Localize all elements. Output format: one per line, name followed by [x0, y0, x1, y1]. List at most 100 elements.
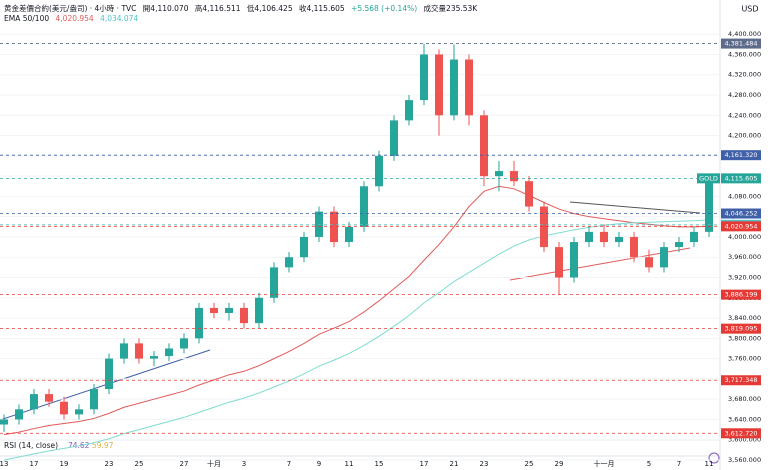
ohlc: 高4,116.511 [194, 4, 241, 13]
x-tick-label: 29 [555, 460, 564, 468]
candle-body [480, 115, 488, 177]
level-tag [721, 289, 761, 300]
x-tick-label: 11 [705, 460, 714, 468]
candle-body [690, 231, 698, 243]
x-tick-label: 十一月 [594, 459, 615, 468]
candle-body [465, 59, 473, 116]
candle-body [90, 389, 98, 410]
y-tick-label: 4,280.000 [728, 91, 761, 99]
level-tag [721, 323, 761, 334]
candle-body [375, 155, 383, 187]
candle-body [210, 307, 218, 313]
candle-body [30, 394, 38, 410]
candle-body [315, 211, 323, 237]
candle-body [300, 236, 308, 258]
candle-body [570, 242, 578, 278]
candle-body [495, 171, 503, 177]
symbol: 黄金差價合約(美元/盎司) · 4小時 · TVC [4, 4, 137, 13]
x-tick-label: 17 [420, 460, 429, 468]
symbol-tag-label: GOLD [699, 174, 718, 182]
candle-body [60, 401, 68, 415]
level-label: 4,046.252 [724, 210, 757, 218]
y-tick-label: 3,760.000 [728, 355, 761, 363]
ohlc: 開4,110.070 [142, 4, 189, 13]
candle-body [525, 181, 533, 207]
x-tick-label: 5 [647, 460, 651, 468]
level-tag [721, 428, 761, 439]
level-label: 3,717.348 [724, 376, 757, 384]
symbol-tag [697, 173, 720, 184]
alert-icon[interactable] [708, 452, 720, 464]
y-tick-label: 4,200.000 [728, 132, 761, 140]
level-tag [721, 208, 761, 219]
y-tick-label: 4,240.000 [728, 111, 761, 119]
x-tick-label: 十月 [207, 459, 221, 468]
y-tick-label: 3,600.000 [728, 436, 761, 444]
candle-body [285, 257, 293, 268]
ema-line [3, 185, 710, 436]
candle-body [270, 267, 278, 298]
level-label: 4,381.484 [724, 40, 757, 48]
candle-body [615, 236, 623, 243]
y-tick-label: 3,920.000 [728, 274, 761, 282]
level-label: 4,161.320 [724, 151, 757, 159]
y-tick-label: 4,000.000 [728, 233, 761, 241]
y-tick-label: 4,320.000 [728, 71, 761, 79]
legend-header: 黄金差價合約(美元/盎司) · 4小時 · TVC 開4,110.070 高4,… [4, 3, 481, 14]
x-tick-label: 13 [0, 460, 8, 468]
candle-body [660, 247, 668, 268]
y-tick-label: 3,560.000 [728, 456, 761, 464]
y-tick-label: 4,080.000 [728, 192, 761, 200]
candle-body [0, 419, 8, 425]
rsi-label: RSI (14, close) [4, 441, 58, 450]
candle-body [705, 178, 713, 232]
y-tick-label: 3,960.000 [728, 253, 761, 261]
candle-body [675, 242, 683, 248]
level-label: 3,612.720 [724, 429, 757, 437]
candle-body [345, 226, 353, 243]
candle-body [240, 307, 248, 324]
candle-body [540, 206, 548, 248]
candle-body [105, 358, 113, 390]
x-tick-label: 19 [60, 460, 69, 468]
x-tick-label: 23 [480, 460, 489, 468]
x-tick-label: 25 [135, 460, 144, 468]
candle-body [165, 348, 173, 357]
level-tag [721, 375, 761, 386]
y-tick-label: 3,800.000 [728, 334, 761, 342]
resistance-line [569, 201, 701, 214]
y-tick-label: 3,680.000 [728, 395, 761, 403]
candle-body [195, 307, 203, 339]
rsi-value: 59.97 [92, 441, 114, 450]
candle-body [435, 54, 443, 116]
x-tick-label: 9 [317, 460, 321, 468]
candle-body [405, 100, 413, 121]
x-tick-label: 7 [287, 460, 291, 468]
candle-body [45, 394, 53, 402]
candle-body [630, 236, 638, 258]
x-tick-label: 7 [677, 460, 681, 468]
change: +5.568 (+0.14%) [351, 4, 418, 13]
ohlc: 收4,115.605 [298, 4, 345, 13]
candle-body [120, 343, 128, 359]
level-tag [721, 38, 761, 49]
ema-legend: EMA 50/100 4,020.954 4,034.074 [4, 14, 142, 23]
level-label: 3,819.095 [724, 325, 757, 333]
candle-body [600, 231, 608, 243]
y-tick-label: 3,640.000 [728, 415, 761, 423]
x-tick-label: 3 [242, 460, 246, 468]
candle-body [180, 338, 188, 349]
candle-body [360, 186, 368, 227]
x-tick-label: 23 [105, 460, 114, 468]
candle-body [150, 356, 158, 359]
x-tick-label: 21 [450, 460, 459, 468]
candle-body [450, 59, 458, 116]
level-label: 4,115.605 [724, 174, 757, 182]
candle-body [330, 211, 338, 243]
ema-label: EMA 50/100 [4, 14, 50, 23]
level-label: 3,886.199 [724, 291, 757, 299]
level-tag [721, 221, 761, 232]
x-tick-label: 11 [345, 460, 354, 468]
